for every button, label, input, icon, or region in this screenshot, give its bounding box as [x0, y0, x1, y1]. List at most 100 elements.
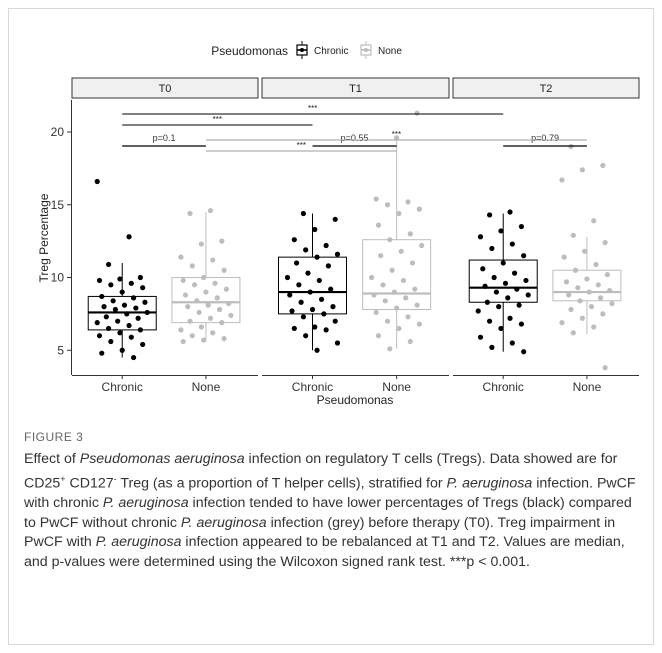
data-point: [491, 274, 497, 281]
data-point: [416, 206, 422, 212]
data-point: [126, 322, 132, 329]
data-point: [593, 261, 599, 268]
y-tick-label: 20: [51, 125, 65, 139]
facet-strip: [452, 77, 640, 99]
facet-strip-label: T2: [540, 83, 553, 95]
data-point: [575, 285, 581, 291]
data-point: [219, 320, 225, 326]
data-point: [507, 315, 513, 321]
data-point: [128, 280, 134, 286]
data-point: [103, 314, 109, 320]
figure-label: FIGURE 3: [24, 430, 84, 444]
data-point: [180, 338, 186, 345]
data-point: [300, 314, 306, 320]
data-point: [378, 253, 384, 259]
data-point: [561, 254, 567, 260]
data-point: [521, 349, 527, 355]
data-point: [373, 309, 379, 316]
data-point: [371, 292, 377, 298]
data-point: [300, 210, 306, 217]
data-point: [514, 286, 520, 292]
significance-label: ***: [213, 115, 222, 124]
data-point: [187, 210, 193, 217]
data-point: [307, 289, 313, 295]
data-point: [323, 327, 329, 333]
data-point: [591, 218, 597, 224]
data-point: [207, 315, 214, 321]
data-point: [187, 318, 193, 324]
data-point: [332, 318, 338, 324]
box-iqr: [552, 269, 622, 302]
data-point: [216, 306, 223, 313]
data-point: [325, 263, 331, 269]
data-point: [332, 216, 338, 222]
data-point: [600, 311, 606, 317]
data-point: [105, 261, 112, 268]
data-point: [182, 292, 189, 298]
data-point: [518, 321, 525, 327]
data-point: [416, 321, 422, 327]
data-point: [194, 298, 200, 304]
box-iqr: [468, 259, 538, 303]
data-point: [498, 228, 504, 234]
data-point: [119, 347, 125, 353]
box-iqr: [362, 239, 432, 311]
data-point: [203, 289, 209, 295]
legend-label: Chronic: [314, 46, 348, 57]
pvalue-label: p=0.1: [153, 133, 176, 143]
data-point: [108, 338, 114, 345]
data-point: [572, 267, 579, 273]
data-point: [375, 222, 382, 228]
data-point: [588, 304, 595, 310]
data-point: [228, 312, 234, 318]
data-point: [382, 298, 388, 304]
data-point: [595, 282, 601, 288]
data-point: [579, 315, 585, 321]
x-tick-label: Chronic: [102, 380, 143, 394]
x-tick-label: None: [192, 380, 221, 394]
data-point: [387, 237, 393, 243]
data-point: [303, 333, 309, 339]
data-point: [108, 282, 114, 288]
data-point: [323, 242, 329, 249]
significance-label: ***: [297, 141, 306, 150]
data-point: [214, 295, 220, 301]
data-point: [110, 298, 116, 304]
x-tick-label: None: [382, 380, 411, 394]
data-point: [185, 304, 191, 310]
data-point: [412, 286, 418, 292]
data-point: [604, 272, 610, 278]
data-point: [178, 254, 184, 260]
data-point: [96, 333, 103, 339]
data-point: [305, 270, 311, 276]
data-point: [505, 295, 511, 301]
data-point: [226, 301, 232, 307]
data-point: [384, 318, 391, 324]
data-point: [609, 301, 615, 307]
data-point: [189, 263, 195, 269]
data-point: [394, 135, 400, 141]
data-point: [128, 334, 134, 340]
data-point: [101, 304, 107, 310]
data-point: [568, 306, 574, 313]
facet-strip-label: T0: [159, 83, 172, 95]
data-point: [291, 325, 297, 332]
data-point: [321, 311, 327, 317]
data-point: [126, 234, 132, 240]
significance-label: ***: [308, 104, 317, 113]
data-point: [293, 260, 300, 266]
data-point: [407, 231, 413, 237]
data-point: [180, 277, 186, 284]
data-point: [219, 238, 225, 244]
data-point: [191, 282, 198, 288]
data-point: [105, 325, 112, 332]
data-point: [142, 299, 148, 305]
data-point: [96, 277, 103, 284]
data-point: [523, 277, 529, 284]
data-point: [303, 247, 309, 253]
data-point: [369, 274, 375, 281]
data-point: [291, 237, 297, 243]
data-point: [559, 320, 565, 326]
data-point: [296, 282, 302, 288]
data-point: [289, 308, 295, 314]
